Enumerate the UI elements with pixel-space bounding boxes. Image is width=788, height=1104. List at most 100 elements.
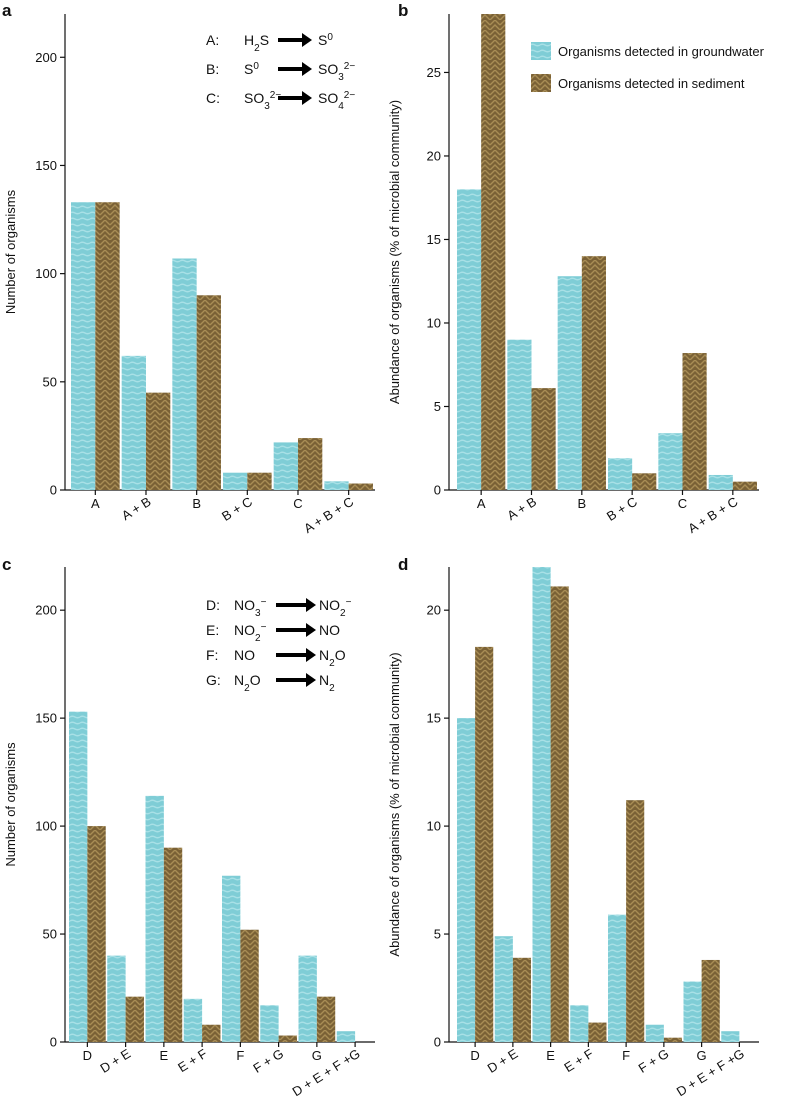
category-label: B (577, 496, 586, 511)
reaction-arrow-icon (276, 648, 316, 662)
y-tick-label: 5 (434, 927, 441, 942)
category-label: D + E (485, 1046, 521, 1076)
bar-groundwater-de (494, 936, 513, 1042)
bar-groundwater-abc (708, 474, 733, 490)
y-tick-label: 150 (35, 158, 57, 173)
category-label: C (678, 496, 687, 511)
bar-groundwater-c (273, 442, 298, 490)
nitrogen-reaction-4: G: N2O N2 (206, 672, 335, 694)
reaction-product: SO42− (318, 90, 355, 112)
reaction-arrow-icon (276, 623, 316, 637)
legend-label: Organisms detected in groundwater (558, 44, 765, 59)
reaction-arrow-icon (278, 33, 312, 47)
reaction-reactant: NO3− (234, 597, 267, 619)
category-label: E + F (175, 1046, 210, 1075)
y-tick-label: 0 (50, 483, 57, 498)
bar-sediment-ef (202, 1024, 221, 1042)
bar-groundwater-a (71, 202, 96, 490)
category-label: A (477, 496, 486, 511)
panel-letter: b (398, 1, 408, 20)
bar-groundwater-d (69, 711, 88, 1042)
legend-item-groundwater: Organisms detected in groundwater (531, 42, 765, 60)
y-tick-label: 200 (35, 50, 57, 65)
reaction-letter: F: (206, 647, 218, 663)
panel-letter: c (2, 555, 11, 574)
category-label: B + C (219, 494, 255, 524)
y-tick-label: 50 (43, 374, 57, 389)
sulfur-reaction-1: A: H2S S0 (206, 32, 333, 54)
reaction-reactant: SO32− (244, 90, 281, 112)
bar-groundwater-defg (721, 1031, 740, 1042)
reaction-letter: G: (206, 672, 221, 688)
y-axis-title: Abundance of organisms (% of microbial c… (387, 100, 402, 404)
category-label: D + E + F +G (289, 1046, 362, 1099)
category-label: A (91, 496, 100, 511)
reaction-reactant: S0 (244, 61, 259, 78)
bar-sediment-ef (588, 1022, 607, 1042)
panel-d: d 0 5 10 15 20 Abundance of organisms (% of mi… (387, 555, 759, 1099)
y-axis-title: Number of organisms (3, 189, 18, 314)
bar-groundwater-g (298, 955, 317, 1042)
y-tick-label: 100 (35, 266, 57, 281)
category-label: A + B (119, 494, 154, 523)
bar-groundwater-de (107, 955, 126, 1042)
y-tick-label: 25 (427, 65, 441, 80)
sulfur-reaction-2: B: S0 SO32− (206, 61, 355, 83)
bar-groundwater-e (145, 795, 164, 1042)
bar-groundwater-ab (507, 339, 532, 490)
bar-sediment-e (550, 586, 569, 1042)
bar-sediment-g (701, 959, 720, 1042)
bar-sediment-c (682, 353, 707, 490)
reaction-product: NO (319, 622, 340, 638)
bar-groundwater-g (683, 981, 702, 1042)
reaction-letter: D: (206, 597, 220, 613)
category-label: A + B + C (301, 494, 356, 536)
bar-groundwater-abc (324, 481, 349, 490)
legend-label: Organisms detected in sediment (558, 76, 745, 91)
y-tick-label: 200 (35, 603, 57, 618)
bar-sediment-a (95, 202, 120, 490)
category-label: G (312, 1048, 322, 1063)
y-axis-title: Abundance of organisms (% of microbial c… (387, 652, 402, 956)
bar-groundwater-f (608, 914, 627, 1042)
reaction-reactant: NO2− (234, 622, 267, 644)
category-label: E (160, 1048, 169, 1063)
reaction-arrow-icon (276, 673, 316, 687)
category-label: F + G (250, 1046, 286, 1076)
bar-groundwater-e (532, 567, 551, 1042)
reaction-reactant: N2O (234, 672, 261, 694)
bar-groundwater-fg (645, 1024, 664, 1042)
bar-sediment-d (475, 646, 494, 1042)
category-label: C (293, 496, 302, 511)
y-tick-label: 10 (427, 315, 441, 330)
reaction-letter: C: (206, 90, 220, 106)
nitrogen-reaction-1: D: NO3− NO2− (206, 597, 352, 619)
y-tick-label: 20 (427, 148, 441, 163)
category-label: E (546, 1048, 555, 1063)
reaction-product: N2 (319, 672, 335, 694)
reaction-product: NO2− (319, 597, 352, 619)
bar-groundwater-d (457, 718, 476, 1042)
legend-swatch (531, 42, 551, 60)
panel-letter: d (398, 555, 408, 574)
bar-groundwater-b (172, 258, 197, 490)
y-axis-title: Number of organisms (3, 742, 18, 867)
reaction-arrow-icon (276, 598, 316, 612)
bar-groundwater-ab (121, 355, 146, 490)
bar-sediment-a (481, 14, 506, 490)
y-tick-label: 100 (35, 819, 57, 834)
reaction-letter: E: (206, 622, 219, 638)
bar-groundwater-ef (570, 1005, 589, 1042)
bar-sediment-e (163, 847, 183, 1042)
reaction-reactant: NO (234, 647, 255, 663)
panel-b: b 0 5 10 15 20 25 Abundance of organisms (% of … (387, 1, 765, 536)
reaction-product: SO32− (318, 61, 355, 83)
bar-groundwater-bc (223, 472, 248, 490)
reaction-arrow-icon (278, 62, 312, 76)
legend-item-sediment: Organisms detected in sediment (531, 74, 745, 92)
bar-groundwater-defg (336, 1031, 356, 1042)
bar-sediment-de (125, 996, 144, 1042)
bar-sediment-fg (278, 1035, 297, 1042)
